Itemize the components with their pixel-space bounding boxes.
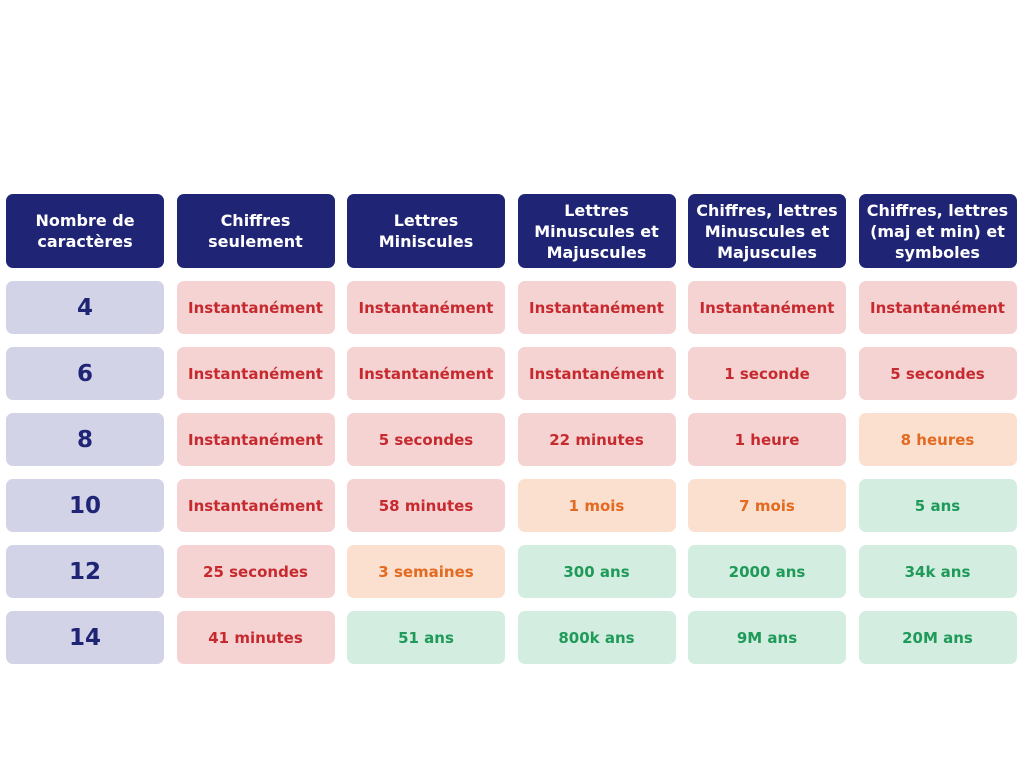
time-cell: 22 minutes	[517, 413, 676, 466]
header-digits-mixed-case: Chiffres, lettres Minuscules et Majuscul…	[688, 194, 846, 268]
time-cell: 300 ans	[517, 545, 676, 598]
time-cell: 58 minutes	[347, 479, 505, 532]
time-cell: 51 ans	[347, 611, 505, 664]
time-cell: 34k ans	[858, 545, 1017, 598]
time-cell: 5 ans	[858, 479, 1017, 532]
header-digits-mixed-symbols: Chiffres, lettres (maj et min) et symbol…	[858, 194, 1017, 268]
column-lowercase: Lettres Miniscules Instantanément Instan…	[347, 194, 505, 664]
time-cell: 9M ans	[688, 611, 846, 664]
header-lowercase: Lettres Miniscules	[347, 194, 505, 268]
time-cell: Instantanément	[517, 347, 676, 400]
time-cell: 20M ans	[858, 611, 1017, 664]
header-character-count: Nombre de caractères	[6, 194, 164, 268]
time-cell: Instantanément	[176, 347, 335, 400]
time-cell: 7 mois	[688, 479, 846, 532]
char-count-cell: 12	[6, 545, 164, 598]
time-cell: 2000 ans	[688, 545, 846, 598]
time-cell: 5 secondes	[347, 413, 505, 466]
time-cell: 1 seconde	[688, 347, 846, 400]
time-cell: 8 heures	[858, 413, 1017, 466]
time-cell: Instantanément	[347, 347, 505, 400]
char-count-cell: 14	[6, 611, 164, 664]
time-cell: 25 secondes	[176, 545, 335, 598]
time-cell: Instantanément	[176, 281, 335, 334]
column-digits-only: Chiffres seulement Instantanément Instan…	[176, 194, 335, 664]
time-cell: 5 secondes	[858, 347, 1017, 400]
time-cell: Instantanément	[858, 281, 1017, 334]
column-digits-mixed-case: Chiffres, lettres Minuscules et Majuscul…	[688, 194, 846, 664]
password-crack-time-table: Nombre de caractères 4 6 8 10 12 14 Chif…	[6, 194, 1017, 664]
time-cell: Instantanément	[347, 281, 505, 334]
char-count-cell: 4	[6, 281, 164, 334]
column-digits-mixed-symbols: Chiffres, lettres (maj et min) et symbol…	[858, 194, 1017, 664]
time-cell: Instantanément	[176, 479, 335, 532]
time-cell: Instantanément	[176, 413, 335, 466]
header-digits-only: Chiffres seulement	[176, 194, 335, 268]
time-cell: Instantanément	[688, 281, 846, 334]
time-cell: 1 mois	[517, 479, 676, 532]
header-mixed-case: Lettres Minuscules et Majuscules	[517, 194, 676, 268]
time-cell: 41 minutes	[176, 611, 335, 664]
time-cell: Instantanément	[517, 281, 676, 334]
column-character-count: Nombre de caractères 4 6 8 10 12 14	[6, 194, 164, 664]
time-cell: 800k ans	[517, 611, 676, 664]
char-count-cell: 10	[6, 479, 164, 532]
char-count-cell: 6	[6, 347, 164, 400]
time-cell: 3 semaines	[347, 545, 505, 598]
char-count-cell: 8	[6, 413, 164, 466]
column-mixed-case: Lettres Minuscules et Majuscules Instant…	[517, 194, 676, 664]
time-cell: 1 heure	[688, 413, 846, 466]
